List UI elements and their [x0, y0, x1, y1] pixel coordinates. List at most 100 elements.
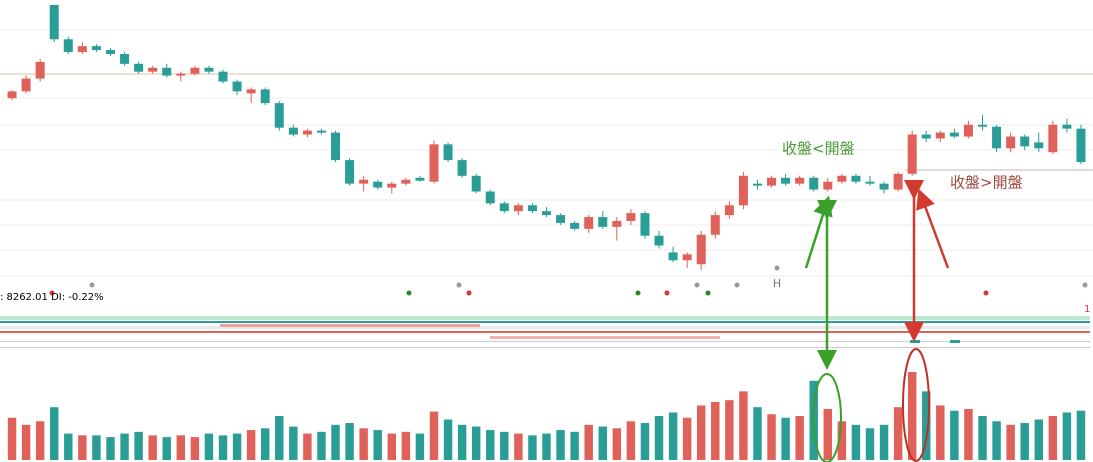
candle-body [499, 203, 509, 212]
volume-bar [950, 410, 959, 460]
candle-body [246, 89, 256, 94]
candle-body [795, 177, 805, 184]
candle-body [1006, 136, 1016, 149]
volume-bar [570, 431, 579, 460]
info-text: : 8262.01 DI: -0.22% [0, 292, 104, 303]
candle-body [1034, 142, 1044, 149]
volume-bar [781, 417, 790, 460]
candle-body [443, 144, 453, 161]
volume-bar [331, 424, 340, 460]
candle-body [626, 213, 636, 221]
volume-bar [767, 414, 776, 460]
candle-body [978, 124, 988, 127]
candle-body [35, 61, 45, 79]
volume-bar [1034, 419, 1043, 460]
volume-bar [823, 408, 833, 460]
volume-bar [654, 416, 664, 460]
volume-bar [120, 433, 129, 460]
candle-body [190, 67, 200, 74]
volume-bar [443, 419, 453, 460]
volume-bar [176, 435, 186, 460]
candle-body [274, 103, 284, 128]
signal-dots [49, 265, 1088, 296]
volume-bar [134, 431, 143, 460]
candle-body [710, 215, 720, 235]
candle-body [1062, 124, 1072, 129]
volume-bar [865, 428, 875, 460]
candle-body [331, 132, 341, 161]
volume-bar [556, 430, 565, 460]
candle-body [232, 81, 242, 92]
candle-body [105, 50, 115, 55]
candle-body [302, 130, 312, 135]
candle-body [640, 213, 650, 236]
candle-body [134, 63, 144, 72]
candle-body [63, 39, 73, 53]
candle-body [1076, 128, 1086, 163]
volume-bar [471, 426, 481, 460]
candle-body [781, 177, 791, 184]
candle-body [949, 132, 959, 137]
volume-bar [218, 435, 228, 460]
volume-bar [500, 431, 509, 460]
volume-bar [837, 421, 847, 460]
volume-bar [345, 423, 354, 460]
candle-body [485, 191, 495, 204]
volume-bar [598, 426, 607, 460]
volume-bar [682, 417, 692, 460]
candle-body [373, 181, 383, 188]
volume-bar [7, 417, 17, 460]
volume-bar [190, 437, 200, 460]
volume-bar [725, 400, 734, 460]
volume-bar [232, 433, 242, 460]
volume-bar [317, 431, 326, 460]
candle-body [345, 160, 355, 184]
candle-body [457, 160, 467, 176]
volume-bar [260, 428, 270, 460]
volume-bar [936, 405, 945, 460]
volume-bar [429, 411, 439, 460]
candle-body [724, 205, 734, 216]
candle-body [865, 181, 875, 184]
candle-body [218, 71, 228, 82]
candle-body [696, 234, 706, 265]
volume-bar [78, 435, 87, 460]
candle-body [21, 78, 31, 92]
volume-bar [92, 435, 101, 460]
arrow [916, 188, 950, 269]
volume-bar [612, 428, 622, 460]
annotation-label: 收盤>開盤 [950, 174, 1023, 192]
volume-bar [50, 407, 59, 460]
volume-bar [907, 372, 917, 460]
candle-body [120, 54, 130, 64]
candle-body [584, 217, 594, 229]
volume-bar [668, 412, 678, 460]
volume-bar [542, 433, 551, 460]
candle-body [837, 175, 847, 182]
volume-bar [21, 424, 31, 460]
volume-bar [401, 431, 411, 460]
candle-body [921, 134, 931, 139]
volume-bar [893, 407, 903, 460]
candle-body [752, 183, 762, 186]
volume-bar [106, 437, 115, 460]
candle-body [1048, 124, 1058, 153]
candle-body [91, 46, 101, 51]
arrow [804, 195, 833, 269]
volume-bar [486, 430, 495, 460]
volume-bar [1076, 410, 1086, 460]
volume-bar [528, 435, 537, 460]
volume-bar [303, 433, 312, 460]
plot [7, 4, 1086, 460]
candle-body [767, 177, 777, 186]
volume-bar [387, 433, 397, 460]
candle-body [77, 46, 87, 53]
candle-body [387, 183, 397, 188]
volume-bar [162, 437, 171, 460]
volume-bar [696, 405, 706, 460]
candle-body [907, 134, 917, 174]
candle-body [823, 181, 833, 190]
volume-bar [246, 430, 256, 460]
candle-body [738, 175, 748, 206]
